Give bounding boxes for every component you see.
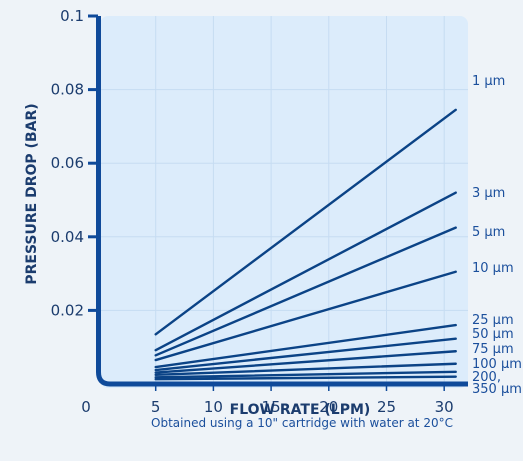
series-line-1 xyxy=(154,191,457,352)
series-label-7: 100 µm xyxy=(472,357,522,372)
series-line-9 xyxy=(154,375,457,381)
series-line-3 xyxy=(154,270,457,362)
series-label-3: 10 µm xyxy=(472,261,514,276)
series-line-4 xyxy=(154,323,457,369)
grid-lines xyxy=(100,16,468,384)
series-line-0 xyxy=(154,108,457,336)
y-tick-label-2: 0.06 xyxy=(51,154,84,172)
x-tick-label-0: 5 xyxy=(151,398,161,416)
tick-labels: 0.02 0.04 0.06 0.08 0.1 5 10 15 20 25 30 0 xyxy=(51,7,454,416)
x-tick-label-3: 20 xyxy=(319,398,338,416)
chart-note: Obtained using a 10" cartridge with wate… xyxy=(151,416,453,430)
series-label-9: 350 µm xyxy=(472,382,522,397)
y-tick-label-1: 0.04 xyxy=(51,228,84,246)
tick-marks xyxy=(88,14,445,391)
series-label-6: 75 µm xyxy=(472,342,514,357)
y-tick-label-0: 0.02 xyxy=(51,301,84,319)
series-label-4: 25 µm xyxy=(472,313,514,328)
x-origin-label: 0 xyxy=(81,398,91,416)
axis-frame xyxy=(96,16,468,387)
x-tick-label-1: 10 xyxy=(204,398,223,416)
series-label-8: 200, xyxy=(472,370,501,385)
series-line-5 xyxy=(154,337,457,372)
series-line-2 xyxy=(154,226,457,357)
series-label-5: 50 µm xyxy=(472,327,514,342)
series-line-6 xyxy=(154,350,457,374)
x-tick-label-4: 25 xyxy=(377,398,396,416)
y-tick-label-4: 0.1 xyxy=(60,7,84,25)
series-line-7 xyxy=(154,362,457,376)
series-line-8 xyxy=(154,370,457,379)
x-axis-title: FLOW RATE (LPM) xyxy=(230,402,371,418)
series-label-2: 5 µm xyxy=(472,225,505,240)
series-label-1: 3 µm xyxy=(472,186,505,201)
x-tick-label-2: 15 xyxy=(262,398,281,416)
y-axis-title: PRESSURE DROP (BAR) xyxy=(24,103,40,284)
series-label-0: 1 µm xyxy=(472,74,505,89)
y-tick-label-3: 0.08 xyxy=(51,81,84,99)
x-tick-label-5: 30 xyxy=(435,398,454,416)
series-lines xyxy=(154,108,457,381)
